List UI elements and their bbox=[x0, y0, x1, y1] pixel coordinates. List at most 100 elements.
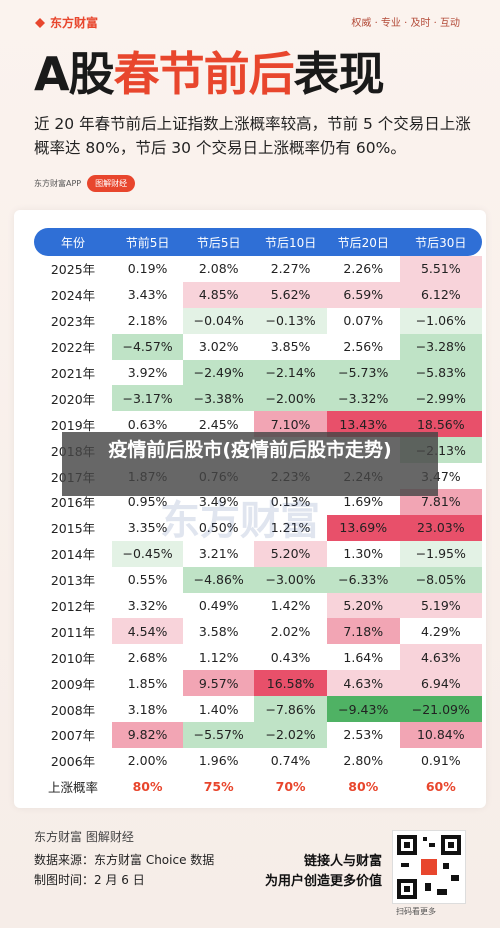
return-cell: 3.85% bbox=[270, 339, 311, 355]
return-cell: 0.63% bbox=[127, 416, 168, 432]
return-cell: 5.62% bbox=[254, 281, 327, 308]
app-tag: 东方财富APP bbox=[34, 179, 82, 188]
return-cell: −5.73% bbox=[326, 359, 400, 386]
header-cell: 节后5日 bbox=[183, 228, 255, 256]
return-cell: 1.21% bbox=[270, 520, 311, 536]
return-cell: 5.20% bbox=[254, 540, 327, 567]
return-cell: 7.18% bbox=[326, 618, 400, 645]
year-cell: 2016年 bbox=[50, 495, 96, 511]
return-cell: 9.57% bbox=[183, 670, 255, 697]
return-cell: 0.91% bbox=[420, 753, 461, 769]
return-cell: −6.33% bbox=[326, 566, 400, 593]
header-cell: 节后20日 bbox=[326, 228, 400, 256]
return-cell: 2.08% bbox=[198, 261, 239, 277]
footer-info: 数据来源：东方财富 Choice 数据 制图时间：2 月 6 日 bbox=[34, 850, 214, 890]
return-cell: 1.40% bbox=[198, 701, 239, 717]
return-cell: −5.83% bbox=[399, 359, 482, 386]
table-row: 2011年 4.54% 3.58% 2.02% 7.18% 4.29% bbox=[34, 618, 482, 645]
return-cell: 3.32% bbox=[127, 598, 168, 614]
brand-logo: 东方财富 bbox=[34, 14, 98, 31]
return-cell: −21.09% bbox=[399, 696, 482, 723]
page-title: A股春节前后表现 bbox=[34, 38, 385, 104]
return-cell: −7.86% bbox=[254, 696, 327, 723]
return-cell: −4.57% bbox=[112, 333, 184, 360]
data-source: 数据来源：东方财富 Choice 数据 bbox=[34, 853, 215, 867]
return-cell: −4.86% bbox=[183, 566, 255, 593]
return-cell: −3.28% bbox=[399, 333, 482, 360]
return-cell: 0.19% bbox=[127, 261, 168, 277]
return-cell: −1.95% bbox=[399, 540, 482, 567]
footer-slogan-1: 链接人与财富 bbox=[303, 854, 382, 869]
table-row: 2012年 3.32% 0.49% 1.42% 5.20% 5.19% bbox=[34, 592, 482, 619]
year-cell: 2019年 bbox=[50, 417, 96, 433]
title-part-1: A股 bbox=[34, 47, 115, 101]
return-cell: 2.00% bbox=[127, 753, 168, 769]
return-cell: 4.85% bbox=[183, 281, 255, 308]
qr-code-icon[interactable] bbox=[392, 830, 466, 904]
header-cell: 节前5日 bbox=[112, 228, 184, 256]
table-row: 2009年 1.85% 9.57% 16.58% 4.63% 6.94% bbox=[34, 670, 482, 697]
table-row: 2008年 3.18% 1.40% −7.86% −9.43% −21.09% bbox=[34, 696, 482, 723]
year-cell: 2010年 bbox=[50, 650, 96, 666]
table-row: 2024年 3.43% 4.85% 5.62% 6.59% 6.12% bbox=[34, 281, 482, 308]
year-cell: 2024年 bbox=[50, 288, 96, 304]
table-row: 2025年 0.19% 2.08% 2.27% 2.26% 5.51% bbox=[34, 256, 482, 282]
return-cell: −3.17% bbox=[112, 385, 184, 412]
table-row: 2021年 3.92% −2.49% −2.14% −5.73% −5.83% bbox=[34, 359, 482, 386]
return-cell: 1.12% bbox=[198, 649, 239, 665]
year-cell: 2008年 bbox=[50, 702, 96, 718]
return-cell: 0.55% bbox=[127, 572, 168, 588]
footer-brand-text: 东方财富 图解财经 bbox=[34, 830, 134, 844]
footer-brand: 东方财富 图解财经 bbox=[34, 828, 134, 845]
table-row: 2016年 0.95% 3.49% 0.13% 1.69% 7.81% bbox=[34, 489, 482, 515]
title-part-3: 表现 bbox=[293, 47, 385, 101]
table-header: 年份 节前5日 节后5日 节后10日 节后20日 节后30日 bbox=[34, 228, 482, 256]
probability-cell: 75% bbox=[203, 779, 234, 795]
return-cell: 9.82% bbox=[112, 722, 184, 748]
return-cell: −2.99% bbox=[399, 385, 482, 412]
return-cell: −0.45% bbox=[112, 540, 184, 567]
return-cell: −9.43% bbox=[326, 696, 400, 723]
summary-label: 上涨概率 bbox=[47, 780, 98, 796]
data-card: 年份 节前5日 节后5日 节后10日 节后20日 节后30日 2025年 0.19% 2.08… bbox=[14, 210, 486, 808]
return-cell: 18.56% bbox=[399, 411, 482, 438]
return-cell: 0.49% bbox=[198, 598, 239, 614]
year-cell: 2025年 bbox=[50, 262, 96, 278]
qr-caption: 扫码看更多 bbox=[396, 907, 436, 916]
return-cell: −3.00% bbox=[254, 566, 327, 593]
footer-slogan-2: 为用户创造更多价值 bbox=[264, 874, 382, 889]
return-cell: 4.63% bbox=[399, 644, 482, 671]
brand-icon bbox=[35, 17, 45, 28]
year-cell: 2011年 bbox=[50, 624, 96, 640]
return-cell: 0.95% bbox=[127, 494, 168, 510]
return-cell: 2.27% bbox=[270, 261, 311, 277]
return-cell: 0.07% bbox=[343, 313, 384, 329]
return-cell: 1.42% bbox=[270, 598, 311, 614]
return-cell: 0.13% bbox=[270, 494, 311, 510]
return-cell: −3.32% bbox=[326, 385, 400, 412]
title-part-2: 春节前后 bbox=[113, 47, 295, 101]
return-cell: 1.96% bbox=[198, 753, 239, 769]
return-cell: 6.12% bbox=[399, 281, 482, 308]
return-cell: 23.03% bbox=[399, 514, 482, 541]
year-cell: 2007年 bbox=[50, 728, 96, 744]
return-cell: 4.29% bbox=[420, 623, 461, 639]
year-cell: 2006年 bbox=[50, 754, 96, 770]
return-cell: 4.63% bbox=[326, 670, 400, 697]
table-row: 2020年 −3.17% −3.38% −2.00% −3.32% −2.99% bbox=[34, 385, 482, 412]
table-row: 2006年 2.00% 1.96% 0.74% 2.80% 0.91% bbox=[34, 748, 482, 774]
probability-cell: 60% bbox=[425, 779, 456, 795]
return-cell: 13.69% bbox=[326, 514, 400, 541]
return-cell: 6.59% bbox=[326, 281, 400, 308]
table-row: 2022年 −4.57% 3.02% 3.85% 2.56% −3.28% bbox=[34, 333, 482, 360]
return-cell: 2.45% bbox=[198, 416, 239, 432]
table-body: 2025年 0.19% 2.08% 2.27% 2.26% 5.51% 2024年 3.43%… bbox=[34, 256, 482, 800]
header-cell: 年份 bbox=[34, 228, 112, 256]
probability-cell: 70% bbox=[275, 779, 306, 795]
return-cell: 2.02% bbox=[270, 623, 311, 639]
return-cell: 3.58% bbox=[198, 623, 239, 639]
return-cell: −2.14% bbox=[254, 359, 327, 386]
brand-slogan: 权威 · 专业 · 及时 · 互动 bbox=[351, 18, 460, 29]
probability-cell: 80% bbox=[348, 779, 379, 795]
